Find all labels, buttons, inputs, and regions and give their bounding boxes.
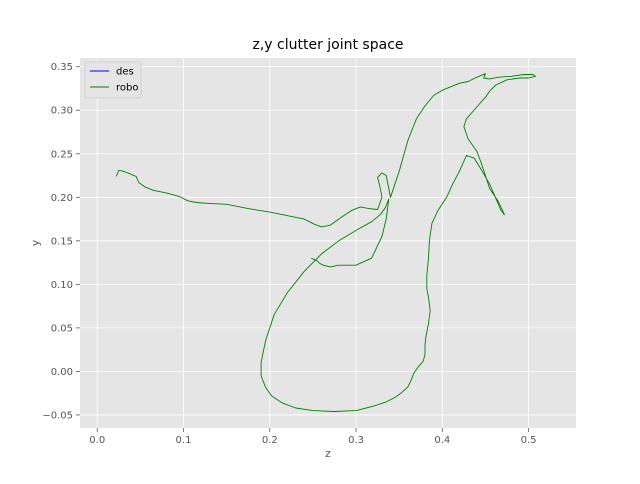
y-axis-label: y <box>29 239 42 246</box>
y-tick-label: 0.00 <box>51 367 73 378</box>
legend-label-des: des <box>116 67 134 78</box>
y-tick-label: 0.35 <box>51 62 73 73</box>
x-tick-label: 0.4 <box>434 435 450 446</box>
y-tick-label: 0.15 <box>51 236 73 247</box>
x-tick-label: 0.1 <box>176 435 192 446</box>
x-tick-label: 0.3 <box>348 435 364 446</box>
x-tick-label: 0.2 <box>262 435 278 446</box>
y-tick-label: 0.10 <box>51 280 73 291</box>
legend-label-robo: robo <box>116 83 138 94</box>
x-tick-label: 0.5 <box>521 435 537 446</box>
legend: des robo <box>84 61 142 99</box>
y-tick-label: 0.30 <box>51 106 73 117</box>
tick-labels: 0.0 0.1 0.2 0.3 0.4 0.5 −0.05 0.00 0.05 0.10 0.15 0… <box>42 62 536 446</box>
series-lines <box>115 73 536 412</box>
x-tick-label: 0.0 <box>89 435 105 446</box>
grid-lines <box>76 58 576 432</box>
y-tick-label: −0.05 <box>42 410 73 421</box>
chart-title: z,y clutter joint space <box>252 37 403 53</box>
x-axis-label: z <box>325 447 331 460</box>
y-tick-label: 0.20 <box>51 193 73 204</box>
y-tick-label: 0.05 <box>51 323 73 334</box>
y-tick-label: 0.25 <box>51 149 73 160</box>
series-line-robo <box>115 73 536 412</box>
plot-area <box>80 58 576 428</box>
